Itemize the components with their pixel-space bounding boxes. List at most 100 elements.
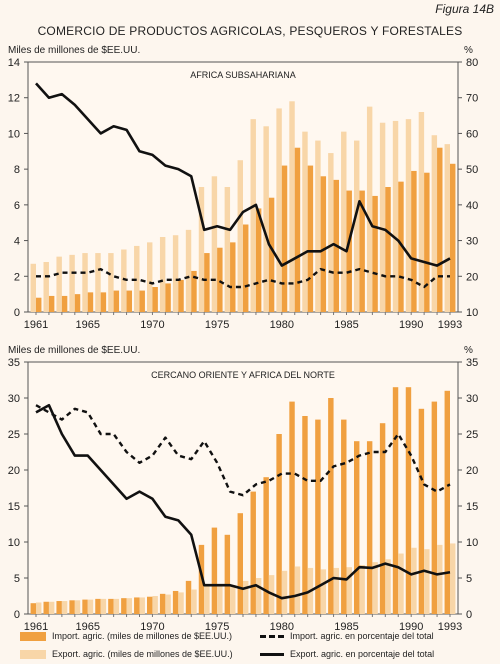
bar-import: [320, 176, 327, 312]
bar-export: [152, 596, 158, 614]
bar-export: [147, 242, 153, 312]
bar-import: [74, 294, 81, 312]
main-title: COMERCIO DE PRODUCTOS AGRICOLAS, PESQUER…: [37, 24, 463, 38]
bar-export: [346, 567, 352, 614]
bar-import: [126, 290, 132, 312]
bar-import: [100, 292, 107, 312]
bar-export: [328, 153, 334, 312]
bar-import: [95, 598, 101, 614]
bar-export: [82, 253, 88, 312]
y-tick-left-label: 25: [8, 429, 20, 441]
x-tick-label: 1993: [438, 319, 462, 331]
chart-subtitle: CERCANO ORIENTE Y AFRICA DEL NORTE: [151, 370, 335, 380]
x-tick-label: 1970: [140, 621, 164, 632]
bar-import: [250, 491, 256, 614]
x-tick-label: 1985: [334, 319, 358, 331]
bar-import: [56, 601, 62, 614]
y-tick-right-label: 30: [466, 236, 478, 248]
bar-export: [100, 598, 107, 614]
bar-export: [294, 566, 301, 614]
bar-import: [134, 597, 140, 614]
bar-export: [366, 106, 373, 313]
bar-export: [95, 253, 101, 312]
bar-export: [74, 600, 81, 614]
legend-label-export-pct: Export. agric. en porcentaje del total: [290, 649, 435, 659]
bar-export: [444, 144, 450, 312]
line-export-pct: [35, 403, 451, 600]
bar-import: [139, 290, 145, 312]
y-tick-left-label: 14: [8, 57, 20, 69]
figure-label: Figura 14B: [435, 2, 494, 16]
legend-swatch-export: [20, 649, 46, 659]
bar-import: [431, 401, 438, 614]
bar-export: [48, 601, 55, 614]
bar-import: [359, 190, 365, 312]
bar-import: [294, 147, 301, 312]
bar-import: [230, 242, 236, 312]
y-axis-right-title: %: [464, 45, 473, 56]
y-axis-right-title: %: [464, 345, 473, 356]
x-tick-label: 1990: [399, 319, 423, 331]
x-tick-label: 1961: [24, 319, 48, 331]
bar-export: [359, 565, 365, 614]
legend-label-import-bars: Import. agric. (miles de millones de $EE…: [52, 631, 233, 641]
y-tick-right-label: 10: [466, 307, 478, 319]
bar-export: [172, 235, 179, 312]
legend-item-export-pct: Export. agric. en porcentaje del total: [260, 648, 434, 660]
bar-import: [276, 434, 282, 614]
bar-import: [87, 292, 94, 312]
bar-import: [424, 172, 430, 312]
bar-import: [307, 165, 314, 312]
bar-export: [372, 562, 378, 614]
y-tick-right-label: 70: [466, 93, 478, 105]
bar-import: [302, 416, 308, 614]
bar-import: [268, 197, 275, 312]
bar-import: [341, 419, 347, 614]
x-tick-label: 1985: [334, 621, 358, 632]
bar-import: [379, 423, 386, 614]
bar-import: [172, 590, 179, 614]
bar-import: [372, 195, 378, 312]
y-tick-left-label: 20: [8, 465, 20, 477]
y-tick-left-label: 15: [8, 501, 20, 513]
bar-import: [121, 598, 127, 614]
x-tick-label: 1965: [76, 621, 100, 632]
bar-export: [69, 254, 75, 312]
y-tick-right-label: 25: [466, 429, 478, 441]
bar-import: [281, 165, 288, 312]
bar-import: [147, 596, 153, 614]
bar-export: [379, 122, 386, 312]
x-tick-label: 1980: [270, 621, 294, 632]
y-tick-left-label: 12: [8, 93, 20, 105]
bar-export: [185, 229, 192, 312]
bar-import: [450, 163, 456, 312]
bar-export: [87, 599, 94, 614]
bar-import: [444, 390, 450, 614]
bar-import: [237, 513, 243, 614]
bar-import: [108, 598, 114, 614]
bar-import: [366, 441, 373, 614]
bar-export: [354, 140, 360, 312]
bar-export: [121, 249, 127, 312]
bar-export: [126, 598, 132, 614]
bar-import: [328, 398, 334, 614]
bar-export: [437, 544, 443, 614]
y-tick-left-label: 0: [14, 609, 20, 621]
bar-import: [418, 408, 425, 614]
bar-import: [224, 534, 231, 614]
y-tick-right-label: 0: [466, 609, 472, 621]
bar-import: [405, 387, 412, 614]
chart-africa-subsahariana: Miles de millones de $EE.UU. % AFRICA SUBS…: [8, 45, 479, 331]
bar-import: [255, 208, 262, 312]
bar-export: [43, 262, 49, 312]
y-tick-left-label: 35: [8, 357, 20, 369]
legend-item-import-pct: Import. agric. en porcentaje del total: [260, 630, 434, 642]
y-tick-right-label: 35: [466, 357, 478, 369]
bar-export: [224, 187, 231, 312]
bar-import: [385, 187, 391, 312]
bar-import: [69, 600, 75, 614]
bar-export: [431, 135, 438, 312]
y-tick-right-label: 10: [466, 537, 478, 549]
legend-label-import-pct: Import. agric. en porcentaje del total: [290, 631, 434, 641]
